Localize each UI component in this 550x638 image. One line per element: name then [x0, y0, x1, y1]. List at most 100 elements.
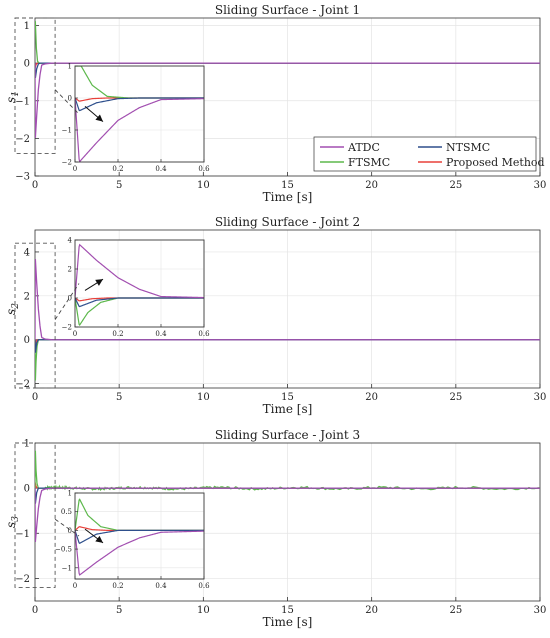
inset-series-group [75, 498, 204, 576]
inset-y-tick-label: 0.5 [61, 508, 72, 516]
x-tick-label: 5 [116, 392, 122, 403]
inset-x-tick-label: 0 [73, 165, 77, 173]
legend-label: ATDC [347, 141, 380, 154]
y-tick-label: 1 [24, 21, 30, 32]
inset-y-tick-label: 0 [68, 95, 72, 103]
series-line-atdc [35, 62, 540, 138]
series-line-atdc [35, 259, 540, 341]
zoom-connector [54, 283, 80, 320]
x-tick-label: 15 [281, 605, 294, 616]
inset-series-line-ntsmc [75, 529, 204, 544]
chart-panel-joint-2: Sliding Surface - Joint 20 5 10 15 20 25 30420… [4, 215, 546, 416]
series-line-atdc [35, 487, 540, 542]
x-tick-label: 25 [449, 605, 462, 616]
inset-y-tick-label: 0 [68, 527, 72, 535]
inset-y-tick-label: 4 [68, 237, 73, 245]
inset-y-tick-label: −2 [62, 159, 72, 167]
inset-x-tick-label: 0.6 [198, 165, 210, 173]
inset-x-tick-label: 0.2 [112, 330, 123, 338]
y-tick-label: −2 [15, 574, 30, 585]
x-tick-label: 20 [365, 605, 378, 616]
y-tick-label: 0 [24, 59, 30, 70]
x-tick-label: 25 [449, 180, 462, 191]
inset-border [74, 65, 205, 163]
inset-x-tick-label: 0.2 [112, 582, 123, 590]
x-tick-label: 10 [197, 605, 210, 616]
y-axis-label-main: s [4, 309, 18, 315]
y-tick-label: −1 [15, 529, 30, 540]
chart-panels: Sliding Surface - Joint 10 5 10 15 20 25 3010−… [4, 3, 546, 629]
series-group [35, 450, 540, 542]
inset-y-tick-label: −1 [62, 127, 72, 135]
y-axis-label-main: s [4, 522, 18, 528]
inset-series-line-ntsmc [75, 297, 204, 308]
inset-frame [74, 239, 205, 328]
chart-title: Sliding Surface - Joint 3 [215, 428, 360, 442]
y-tick-label: −2 [15, 134, 30, 145]
zoom-arrow-head [95, 279, 103, 286]
x-axis-label: Time [s] [263, 402, 313, 416]
y-tick-label: −1 [15, 96, 30, 107]
series-group [35, 21, 540, 138]
inset-x-tick-label: 0 [73, 582, 77, 590]
zoom-window [14, 442, 56, 588]
chart-title: Sliding Surface - Joint 1 [215, 3, 360, 17]
legend-label: Proposed Method [446, 156, 545, 169]
y-axis-label: s2 [4, 303, 21, 315]
x-tick-label: 0 [32, 605, 38, 616]
inset-x-tick-label: 0.4 [155, 582, 167, 590]
inset-series-line-atdc [75, 243, 204, 299]
zoom-connector [54, 89, 80, 115]
y-tick-label: 0 [24, 484, 30, 495]
x-tick-label: 15 [281, 180, 294, 191]
inset-y-tick-label: 1 [68, 63, 72, 71]
inset-y-tick-label: −0.5 [55, 546, 72, 554]
y-tick-label: 2 [24, 291, 30, 302]
inset-series-group [75, 66, 204, 162]
x-axis-label: Time [s] [263, 190, 313, 204]
x-tick-label: 20 [365, 180, 378, 191]
zoom-window [14, 242, 56, 389]
inset-x-tick-label: 0.6 [198, 582, 210, 590]
inset-series-line-atdc [75, 97, 204, 162]
y-tick-label: 1 [24, 439, 30, 450]
inset-y-tick-label: 0 [68, 295, 72, 303]
x-tick-label: 5 [116, 180, 122, 191]
x-tick-label: 0 [32, 392, 38, 403]
x-tick-label: 30 [534, 605, 547, 616]
zoom-connector [54, 518, 80, 537]
inset-y-tick-label: 1 [68, 490, 72, 498]
x-tick-label: 30 [534, 180, 547, 191]
y-axis-label-sub: 3 [11, 516, 21, 522]
x-tick-label: 15 [281, 392, 294, 403]
inset-frame [74, 65, 205, 163]
x-tick-label: 25 [449, 392, 462, 403]
inset-x-tick-label: 0.4 [155, 330, 167, 338]
y-tick-label: −2 [15, 379, 30, 390]
y-tick-label: 0 [24, 335, 30, 346]
y-axis-label-main: s [4, 97, 18, 103]
inset-y-tick-label: −1 [62, 564, 72, 572]
inset-series-line-ntsmc [75, 97, 204, 112]
legend-label: FTSMC [348, 156, 390, 169]
inset-x-tick-label: 0.2 [112, 165, 123, 173]
chart-panel-joint-3: Sliding Surface - Joint 30 5 10 15 20 25 3010−… [4, 428, 546, 629]
inset-y-tick-label: 2 [68, 266, 72, 274]
y-tick-label: 4 [24, 247, 30, 258]
inset-x-tick-label: 0.6 [198, 330, 210, 338]
zoom-arrow-head [95, 535, 103, 543]
y-axis-label: s1 [4, 91, 21, 103]
inset-frame [74, 492, 205, 580]
x-tick-label: 30 [534, 392, 547, 403]
inset-series-group [75, 243, 204, 326]
x-tick-label: 10 [197, 180, 210, 191]
y-axis-label-sub: 2 [11, 303, 21, 310]
x-tick-label: 10 [197, 392, 210, 403]
zoom-window [14, 17, 56, 154]
x-tick-label: 20 [365, 392, 378, 403]
legend: ATDC NTSMC FTSMC Proposed Method [313, 136, 545, 172]
inset-series-line-atdc [75, 530, 204, 576]
x-tick-label: 0 [32, 180, 38, 191]
inset-border [74, 492, 205, 580]
